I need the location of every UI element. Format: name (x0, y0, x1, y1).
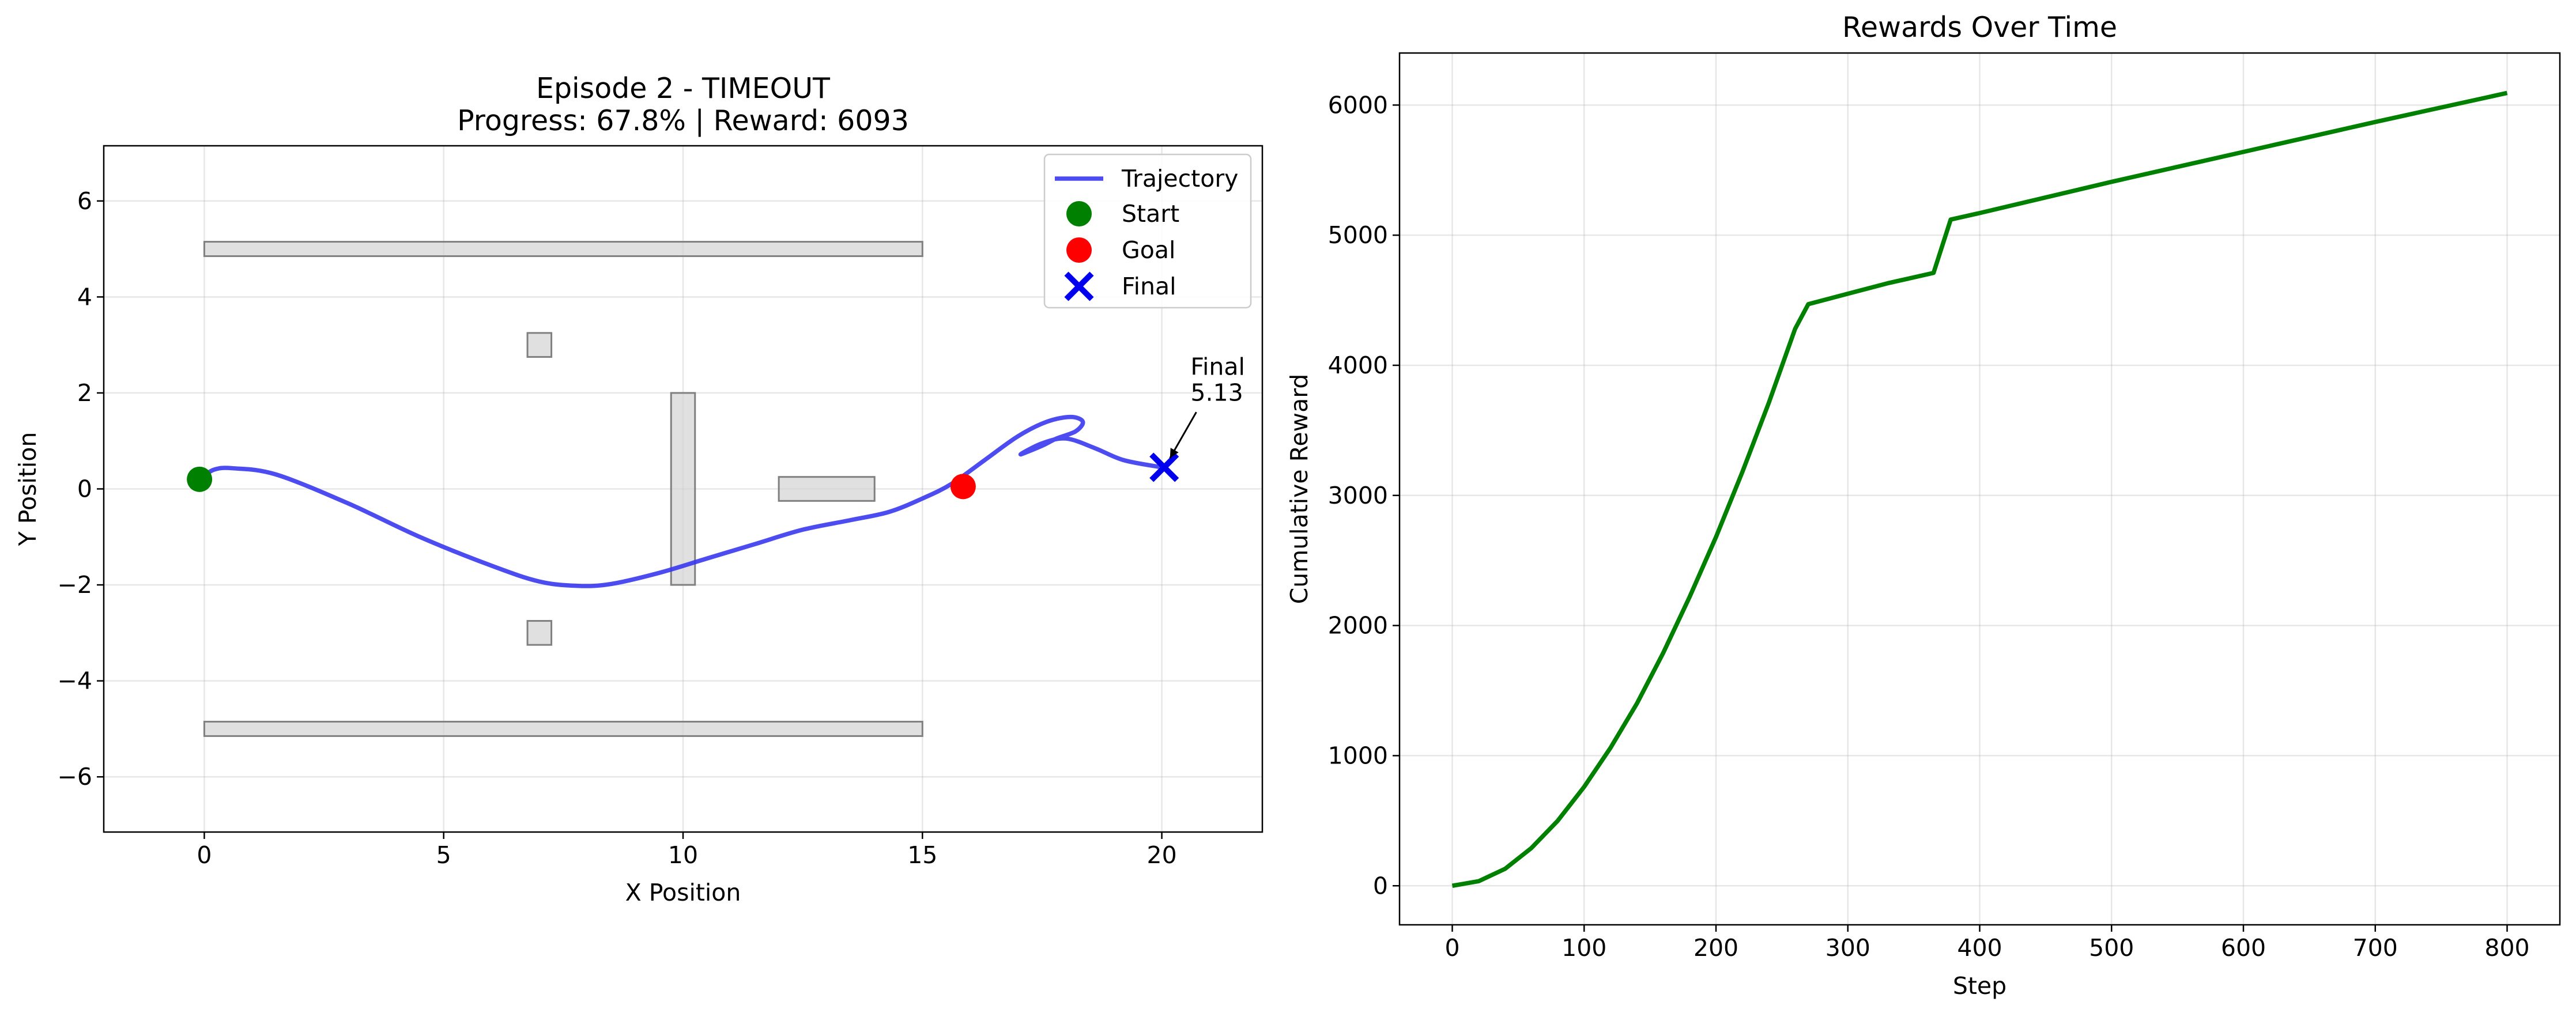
trajectory-y-axis-label: Y Position (14, 432, 42, 547)
rewards-x-tick-label-8: 800 (2484, 934, 2529, 962)
legend-final-swatch-stroke-b (1064, 271, 1094, 301)
legend-final-label: Final (1122, 273, 1176, 300)
obstacle-0 (203, 241, 923, 258)
trajectory-y-tick-label-5: 4 (77, 283, 92, 311)
rewards-y-tick-label-4: 4000 (1328, 351, 1388, 379)
rewards-x-axis-label: Step (1953, 972, 2007, 1000)
obstacles (203, 241, 923, 737)
rewards-x-tick-label-5: 500 (2089, 934, 2134, 962)
rewards-y-tick-label-6: 6000 (1328, 91, 1388, 119)
final-annotation-label: Final (1190, 353, 1245, 380)
trajectory-x-tick-label-1: 5 (436, 841, 451, 869)
final-annotation-value: 5.13 (1190, 379, 1243, 406)
obstacle-3 (526, 620, 553, 646)
trajectory-x-axis-label: X Position (625, 879, 741, 906)
trajectory-axis-ticks: 0 5 10 15 20 −6 −4 −2 0 2 4 6 (58, 187, 1177, 869)
rewards-x-tick-label-4: 400 (1957, 934, 2002, 962)
trajectory-subtitle: Progress: 67.8% | Reward: 6093 (457, 104, 909, 137)
legend-start-swatch (1066, 201, 1092, 226)
legend-start-label: Start (1122, 200, 1179, 228)
trajectory-x-tick-label-2: 10 (668, 841, 698, 869)
rewards-grid (1400, 53, 2560, 925)
rewards-y-tick-label-1: 1000 (1328, 742, 1388, 769)
legend-final-swatch (1064, 271, 1094, 301)
legend-goal-swatch (1066, 237, 1092, 263)
trajectory-y-tick-label-2: −2 (58, 571, 92, 599)
rewards-x-tick-label-6: 600 (2221, 934, 2266, 962)
legend: Trajectory Start Goal Final (1043, 153, 1252, 309)
trajectory-title: Episode 2 - TIMEOUT (536, 72, 831, 105)
rewards-x-tick-label-7: 700 (2353, 934, 2398, 962)
trajectory-x-tick-label-0: 0 (197, 841, 212, 869)
rewards-x-tick-label-2: 200 (1694, 934, 1738, 962)
rewards-y-tick-label-5: 5000 (1328, 221, 1388, 249)
rewards-title: Rewards Over Time (1842, 11, 2117, 44)
rewards-y-tick-label-0: 0 (1373, 872, 1388, 899)
rewards-x-tick-label-1: 100 (1562, 934, 1606, 962)
final-annotation: Final 5.13 (1169, 353, 1245, 459)
obstacle-1 (203, 720, 923, 737)
final-annotation-arrowhead (1170, 448, 1179, 459)
rewards-plot: 0 100 200 300 400 500 600 700 800 0 1000 2000 3000 40… (1285, 11, 2561, 1000)
rewards-y-tick-label-3: 3000 (1328, 482, 1388, 509)
trajectory-y-tick-label-4: 2 (77, 379, 92, 407)
final-marker (1149, 452, 1179, 482)
legend-box (1043, 153, 1252, 309)
trajectory-y-tick-label-0: −6 (58, 763, 92, 791)
rewards-axis-ticks: 0 100 200 300 400 500 600 700 800 0 1000 2000 3000 40… (1328, 91, 2530, 962)
trajectory-y-tick-label-6: 6 (77, 187, 92, 215)
obstacle-5 (778, 476, 876, 502)
obstacle-2 (526, 332, 553, 358)
rewards-y-axis-label: Cumulative Reward (1285, 374, 1313, 604)
rewards-y-tick-label-2: 2000 (1328, 612, 1388, 640)
rewards-x-tick-label-0: 0 (1444, 934, 1459, 962)
legend-goal-label: Goal (1122, 236, 1175, 264)
trajectory-y-tick-label-3: 0 (77, 475, 92, 503)
trajectory-x-tick-label-4: 20 (1146, 841, 1176, 869)
rewards-x-tick-label-3: 300 (1826, 934, 1870, 962)
trajectory-x-tick-label-3: 15 (907, 841, 937, 869)
obstacle-4 (670, 392, 696, 586)
trajectory-line (197, 414, 1164, 588)
goal-marker (950, 474, 976, 500)
start-marker (187, 466, 213, 492)
rewards-line (1451, 90, 2508, 888)
legend-trajectory-label: Trajectory (1121, 165, 1238, 192)
final-marker-stroke-b (1149, 452, 1179, 482)
trajectory-y-tick-label-1: −4 (58, 667, 92, 695)
trajectory-plot: Final 5.13 0 5 10 15 20 −6 −4 −2 0 2 4 6 Episode 2 … (14, 72, 1264, 906)
